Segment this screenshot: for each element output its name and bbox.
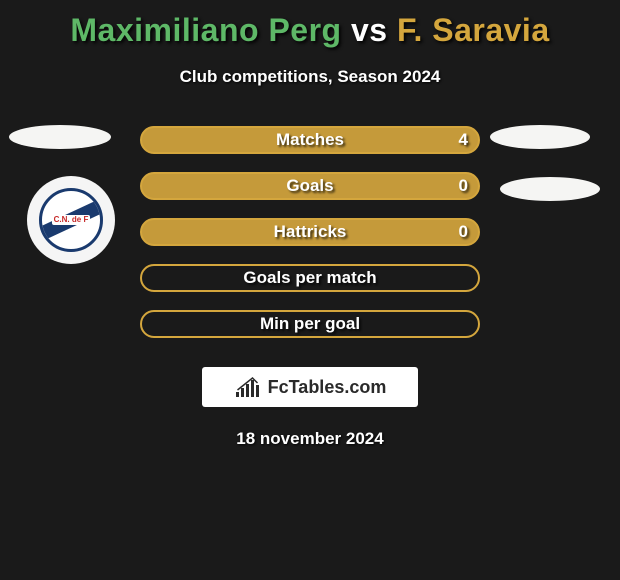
title-player-a: Maximiliano Perg (70, 12, 341, 48)
stat-bars: Matches 4 Goals 0 Hattricks 0 Goals per match M… (0, 117, 620, 347)
date: 18 november 2024 (0, 429, 620, 449)
stat-bar: Matches 4 (140, 126, 480, 154)
club-crest-text: C.N. de F (52, 215, 91, 225)
stat-row: Hattricks 0 (0, 209, 620, 255)
stat-label: Matches (276, 130, 344, 150)
stat-bar: Hattricks 0 (140, 218, 480, 246)
stat-row: Min per goal (0, 301, 620, 347)
stat-bar: Goals per match (140, 264, 480, 292)
stat-label: Hattricks (274, 222, 347, 242)
title-player-b: F. Saravia (397, 12, 550, 48)
page-title: Maximiliano Perg vs F. Saravia (0, 0, 620, 49)
fctables-logo-text: FcTables.com (268, 377, 387, 398)
stat-row: Goals 0 (0, 163, 620, 209)
stat-bar: Min per goal (140, 310, 480, 338)
stat-value: 4 (459, 130, 468, 150)
bar-chart-icon (234, 376, 262, 398)
stat-value: 0 (459, 222, 468, 242)
subtitle: Club competitions, Season 2024 (0, 67, 620, 87)
stat-label: Min per goal (260, 314, 360, 334)
fctables-logo: FcTables.com (202, 367, 418, 407)
comparison-infographic: Maximiliano Perg vs F. Saravia Club comp… (0, 0, 620, 580)
stat-row: Matches 4 (0, 117, 620, 163)
stat-row: Goals per match (0, 255, 620, 301)
stat-bar: Goals 0 (140, 172, 480, 200)
stat-value: 0 (459, 176, 468, 196)
stat-label: Goals per match (243, 268, 376, 288)
title-vs: vs (351, 12, 388, 48)
stat-label: Goals (286, 176, 333, 196)
